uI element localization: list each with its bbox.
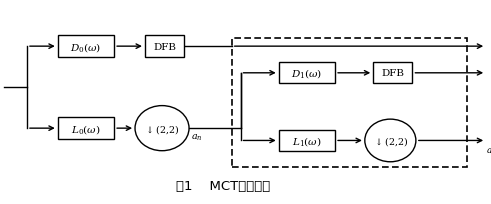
FancyBboxPatch shape — [278, 63, 335, 84]
FancyBboxPatch shape — [373, 63, 412, 84]
Circle shape — [365, 120, 416, 162]
Text: $a_n$: $a_n$ — [191, 132, 202, 142]
FancyBboxPatch shape — [278, 130, 335, 151]
Text: $L_1(\omega)$: $L_1(\omega)$ — [292, 134, 322, 147]
Text: DFB: DFB — [382, 69, 404, 78]
FancyBboxPatch shape — [145, 36, 184, 58]
Text: $D_0(\omega)$: $D_0(\omega)$ — [70, 40, 102, 53]
Text: $\downarrow$(2,2): $\downarrow$(2,2) — [373, 134, 408, 147]
Circle shape — [135, 106, 189, 151]
Text: 图1    MCT分解流程: 图1 MCT分解流程 — [176, 179, 271, 192]
FancyBboxPatch shape — [58, 36, 114, 58]
FancyBboxPatch shape — [58, 118, 114, 139]
Text: $L_0(\omega)$: $L_0(\omega)$ — [71, 122, 101, 135]
Text: $\downarrow$(2,2): $\downarrow$(2,2) — [144, 122, 180, 135]
Text: DFB: DFB — [153, 42, 176, 51]
Text: $a_{n+1}$: $a_{n+1}$ — [486, 146, 491, 156]
Text: $D_1(\omega)$: $D_1(\omega)$ — [291, 67, 323, 80]
